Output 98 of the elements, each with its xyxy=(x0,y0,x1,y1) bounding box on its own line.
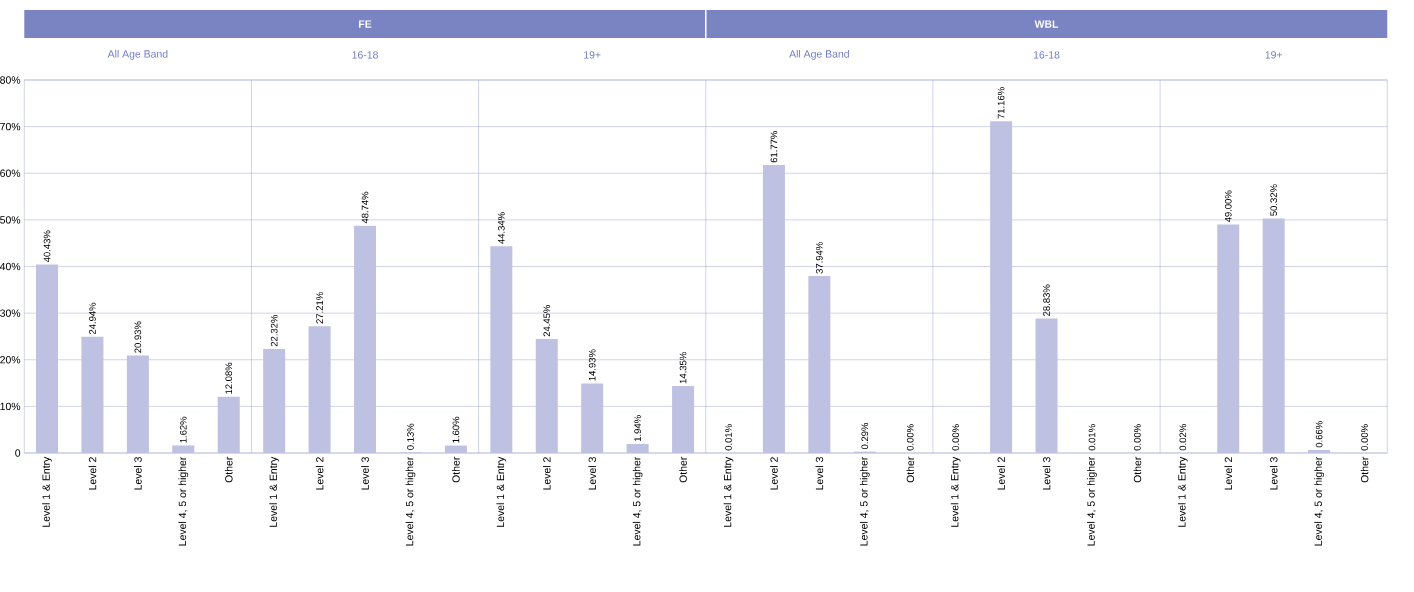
y-tick-label: 10% xyxy=(0,402,21,411)
data-label: 0.13% xyxy=(407,423,414,450)
data-label: 28.83% xyxy=(1043,284,1050,316)
bar xyxy=(626,443,649,453)
data-label: 12.08% xyxy=(225,362,233,394)
data-label: 14.93% xyxy=(588,349,596,381)
bar xyxy=(490,246,513,453)
y-tick-label: 20% xyxy=(0,356,21,364)
bar xyxy=(762,165,785,453)
data-label: 1.60% xyxy=(452,416,460,443)
data-label: 0.00% xyxy=(1134,424,1141,451)
data-label: 50.32% xyxy=(1270,184,1278,216)
x-tick-label: Other xyxy=(1133,456,1142,483)
text: 19+ xyxy=(1265,51,1283,59)
x-tick-label: Level 4, 5 or higher xyxy=(1314,456,1324,546)
bar xyxy=(354,225,377,453)
bar xyxy=(126,355,149,453)
x-tick-label: Level 3 xyxy=(588,457,597,490)
x-tick-label: Level 2 xyxy=(542,457,551,490)
x-tick-label: Level 1 & Entry xyxy=(269,456,280,527)
x-tick-label: Level 4, 5 or higher xyxy=(178,456,189,546)
x-tick-label: Level 1 & Entry xyxy=(1177,456,1188,527)
y-tick-label: 80% xyxy=(0,76,21,84)
x-tick-label: Other xyxy=(1360,456,1369,483)
x-tick-label: Level 1 & Entry xyxy=(496,456,507,527)
x-tick-label: Level 4, 5 or higher xyxy=(632,456,643,546)
data-label: 48.74% xyxy=(361,191,369,224)
x-tick-label: Level 3 xyxy=(815,457,824,490)
x-tick-label: Level 4, 5 or higher xyxy=(405,456,416,546)
data-label: 1.62% xyxy=(179,416,187,443)
data-label: 1.94% xyxy=(634,415,641,442)
data-label: 0.66% xyxy=(1315,421,1323,448)
y-tick-label: 40% xyxy=(0,262,21,271)
bar xyxy=(1308,449,1331,453)
bar xyxy=(217,396,240,453)
bar xyxy=(81,336,104,453)
data-label: 0.01% xyxy=(725,424,732,451)
data-label: 0.00% xyxy=(952,424,960,451)
x-tick-label: Level 3 xyxy=(1269,457,1278,490)
bar xyxy=(1035,318,1058,453)
x-tick-label: Level 2 xyxy=(315,457,324,490)
y-tick-label: 30% xyxy=(0,309,21,317)
x-tick-label: Level 1 & Entry xyxy=(950,456,961,527)
x-tick-label: Level 1 & Entry xyxy=(42,456,52,527)
bar xyxy=(535,339,558,453)
bar xyxy=(172,445,195,453)
text: 16-18 xyxy=(352,51,378,59)
data-label: 0.29% xyxy=(861,422,869,450)
data-label: 71.16% xyxy=(997,87,1005,119)
bar xyxy=(672,386,695,453)
x-tick-label: Level 2 xyxy=(1224,457,1233,490)
data-label: 20.93% xyxy=(134,321,142,353)
data-label: 44.34% xyxy=(497,212,505,244)
bar xyxy=(308,326,331,453)
x-tick-label: Level 4, 5 or higher xyxy=(1087,456,1097,546)
x-tick-label: Other xyxy=(452,456,460,483)
text: WBL xyxy=(1034,20,1059,28)
bar xyxy=(444,445,467,453)
x-tick-label: Level 2 xyxy=(88,457,97,490)
bar xyxy=(1262,218,1285,453)
x-tick-label: Level 3 xyxy=(361,457,369,490)
data-label: 0.00% xyxy=(1361,424,1368,451)
data-label: 22.32% xyxy=(270,314,278,347)
bar xyxy=(581,383,604,453)
bar xyxy=(263,348,286,453)
data-label: 0.00% xyxy=(906,424,914,451)
data-label: 24.94% xyxy=(89,302,96,335)
data-label: 27.21% xyxy=(316,292,323,324)
x-tick-label: Level 1 & Entry xyxy=(723,456,734,527)
y-tick-label: 0 xyxy=(15,449,21,457)
y-tick-label: 70% xyxy=(0,122,21,131)
x-tick-label: Other xyxy=(679,456,687,483)
text: FE xyxy=(359,20,372,28)
x-tick-label: Level 4, 5 or higher xyxy=(859,456,870,546)
data-label: 37.94% xyxy=(816,242,823,274)
data-label: 40.43% xyxy=(43,230,51,263)
y-tick-label: 60% xyxy=(0,169,21,177)
bar xyxy=(990,121,1013,453)
bar xyxy=(1217,224,1240,453)
data-label: 24.45% xyxy=(543,305,551,337)
x-tick-label: Other xyxy=(906,456,915,483)
text: All Age Band xyxy=(107,49,168,60)
bar xyxy=(808,276,831,453)
data-label: 0.01% xyxy=(1088,424,1096,451)
x-tick-label: Level 2 xyxy=(997,457,1005,490)
data-label: 14.35% xyxy=(679,352,687,384)
x-tick-label: Level 3 xyxy=(134,457,142,490)
x-tick-label: Level 2 xyxy=(770,457,778,490)
text: All Age Band xyxy=(789,49,849,60)
y-tick-label: 50% xyxy=(0,216,21,224)
data-label: 0.02% xyxy=(1179,424,1187,451)
data-label: 61.77% xyxy=(770,131,778,163)
x-tick-label: Other xyxy=(224,456,233,483)
text: 19+ xyxy=(584,51,601,59)
text: 16-18 xyxy=(1033,51,1060,59)
bar xyxy=(36,264,58,453)
x-tick-label: Level 3 xyxy=(1042,457,1051,490)
data-label: 49.00% xyxy=(1224,190,1232,223)
